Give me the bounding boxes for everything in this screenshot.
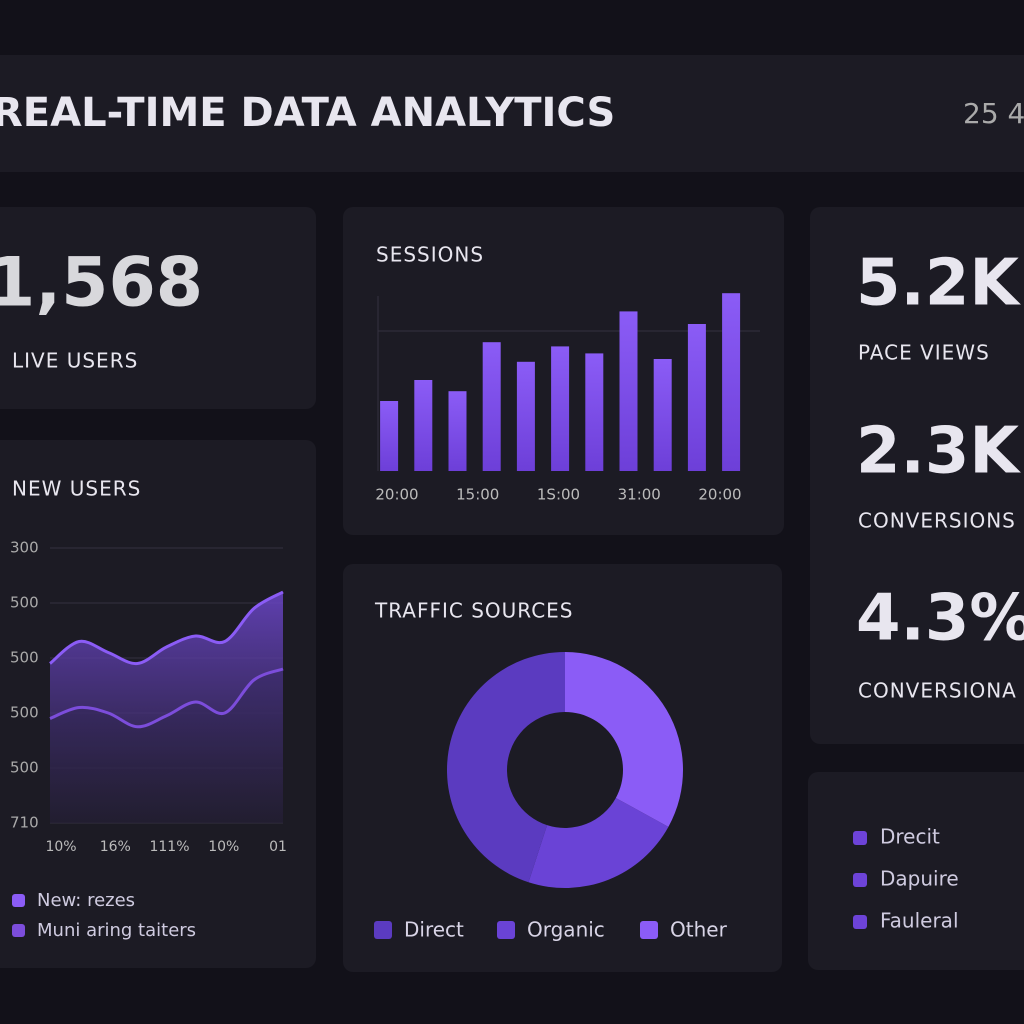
legend-swatch xyxy=(374,921,392,939)
stat-value: 5.2K xyxy=(856,247,1021,321)
stat-value: 4.3% xyxy=(856,582,1024,656)
live-value: 1,568 xyxy=(0,244,203,323)
list-dot xyxy=(853,915,867,929)
x-tick-label: 10% xyxy=(45,839,76,855)
y-tick-label: 710 xyxy=(10,814,39,832)
x-tick-label: 20:00 xyxy=(698,486,741,504)
bar xyxy=(448,391,467,471)
legend-label: Other xyxy=(670,918,728,942)
legend-label: New: rezes xyxy=(37,890,135,911)
bar xyxy=(722,293,741,471)
stat-label: CONVERSIONA xyxy=(858,679,1017,703)
donut-slice xyxy=(565,652,683,827)
bar xyxy=(687,324,706,471)
legend-swatch xyxy=(12,894,25,907)
bar xyxy=(653,359,672,471)
chart-title: SESSIONS xyxy=(376,243,484,267)
list-dot xyxy=(853,831,867,845)
area-fill xyxy=(50,669,283,823)
donut-slice xyxy=(528,797,669,888)
bar xyxy=(414,380,433,471)
bar xyxy=(380,401,399,471)
page-title: REAL-TIME DATA ANALYTICS xyxy=(0,90,615,136)
y-tick-label: 500 xyxy=(10,759,39,777)
x-tick-label: 01 xyxy=(269,839,287,855)
chart-title: NEW USERS xyxy=(12,477,141,501)
x-tick-label: 1S:00 xyxy=(537,486,580,504)
y-tick-label: 500 xyxy=(10,649,39,667)
bar xyxy=(551,346,570,471)
header-card xyxy=(0,55,1024,172)
area-line xyxy=(49,590,284,666)
x-tick-label: 111% xyxy=(149,839,189,855)
x-tick-label: 16% xyxy=(100,839,131,855)
x-tick-label: 31:00 xyxy=(618,486,661,504)
stat-value: 2.3K xyxy=(856,415,1021,489)
legend-label: Muni aring taiters xyxy=(37,920,196,941)
legend-swatch xyxy=(497,921,515,939)
legend-swatch xyxy=(640,921,658,939)
x-tick-label: 15:00 xyxy=(456,486,499,504)
bar xyxy=(516,361,535,471)
x-tick-label: 20:00 xyxy=(375,486,418,504)
donut-slice xyxy=(446,652,565,883)
y-tick-label: 500 xyxy=(10,594,39,612)
traffic-card xyxy=(343,564,782,972)
y-tick-label: 500 xyxy=(10,704,39,722)
bar xyxy=(619,311,638,471)
bar xyxy=(482,342,501,471)
x-tick-label: 10% xyxy=(208,839,239,855)
list-dot xyxy=(853,873,867,887)
stat-label: CONVERSIONS xyxy=(858,509,1016,533)
bar xyxy=(585,353,604,471)
clock: 25 4 xyxy=(963,97,1024,130)
live-card xyxy=(0,207,316,409)
live-label: LIVE USERS xyxy=(12,349,138,373)
stat-label: PACE VIEWS xyxy=(858,341,990,365)
list-item: Dapuire xyxy=(880,867,959,891)
list-item: Fauleral xyxy=(880,909,959,933)
chart-title: TRAFFIC SOURCES xyxy=(374,599,574,623)
list-item: Drecit xyxy=(880,825,940,849)
area-line xyxy=(49,667,284,729)
legend-label: Organic xyxy=(527,918,605,942)
legend-swatch xyxy=(12,924,25,937)
y-tick-label: 300 xyxy=(10,539,39,557)
stats-card xyxy=(810,207,1024,744)
legend-label: Direct xyxy=(404,918,464,942)
